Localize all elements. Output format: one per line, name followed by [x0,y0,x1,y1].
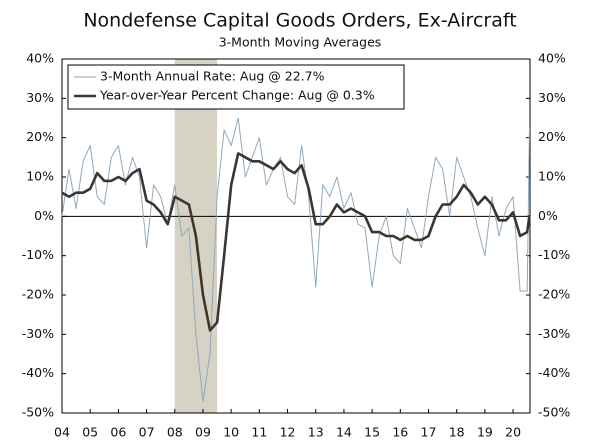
y2-tick-label: -40% [538,365,570,380]
plot-frame [61,58,531,414]
x-tick-label: 15 [364,425,380,440]
y2-tick-label: 20% [538,129,566,144]
x-tick-label: 19 [477,425,493,440]
y2-tick-label: 10% [538,169,566,184]
legend-box [67,64,405,110]
x-tick-label: 05 [82,425,98,440]
x-tick-label: 11 [251,425,267,440]
y2-tick-label: -30% [538,326,570,341]
y-tick-label: 10% [26,169,54,184]
x-tick-label: 08 [167,425,183,440]
y2-tick-label: 40% [538,51,566,66]
y-tick-label: 40% [26,51,54,66]
y-tick-label: 0% [34,208,54,223]
y-tick-label: -10% [22,247,54,262]
y-tick-label: -30% [22,326,54,341]
series-line [61,117,530,402]
chart-title: Nondefense Capital Goods Orders, Ex-Airc… [83,10,516,32]
legend-label: Year-over-Year Percent Change: Aug @ 0.3… [99,88,375,103]
y-tick-label: 30% [26,90,54,105]
y2-tick-label: 0% [538,208,558,223]
y2-tick-label: 30% [538,90,566,105]
x-tick-label: 16 [392,425,408,440]
y2-tick-label: -10% [538,247,570,262]
x-tick-label: 17 [421,425,437,440]
y2-tick-label: -50% [538,405,570,420]
x-tick-label: 18 [449,425,465,440]
x-tick-label: 20 [505,425,521,440]
x-tick-label: 13 [308,425,324,440]
x-tick-label: 09 [195,425,211,440]
y-tick-label: -50% [22,405,54,420]
x-tick-label: 07 [139,425,155,440]
y-tick-label: 20% [26,129,54,144]
x-tick-label: 06 [110,425,126,440]
x-tick-label: 10 [223,425,239,440]
legend-label: 3-Month Annual Rate: Aug @ 22.7% [100,69,325,84]
chart-subtitle: 3-Month Moving Averages [219,35,382,50]
series-line [61,152,531,332]
x-tick-label: 12 [280,425,296,440]
y-tick-label: -40% [22,365,54,380]
y-tick-label: -20% [22,287,54,302]
y2-tick-label: -20% [538,287,570,302]
x-tick-label: 14 [336,425,352,440]
x-tick-label: 04 [54,425,70,440]
